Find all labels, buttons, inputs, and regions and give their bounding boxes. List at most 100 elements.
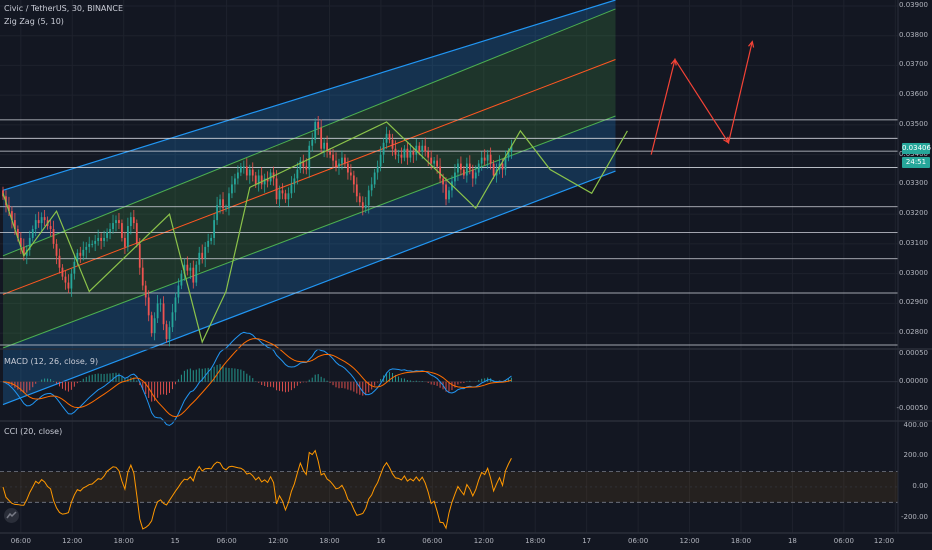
time-tick-label: 18:00 [730, 537, 752, 545]
candle-body [355, 184, 358, 197]
candle-body [436, 160, 438, 167]
candle-body [132, 217, 135, 224]
candle-body [278, 190, 281, 200]
candle-body [254, 175, 257, 185]
time-tick-label: 18:00 [319, 537, 340, 545]
candle-body [55, 243, 58, 256]
candle-body [504, 157, 507, 170]
time-tick-label: 06:00 [10, 537, 31, 545]
candle-body [162, 303, 165, 325]
symbol-title[interactable]: Civic / TetherUS, 30, BINANCE [4, 4, 124, 13]
candle-body [284, 193, 287, 200]
candle-body [367, 190, 370, 206]
last-price-badge: 0.03406 [902, 143, 931, 154]
candle-body [97, 237, 100, 241]
time-tick-label: 16 [376, 537, 386, 545]
candle-body [266, 178, 269, 182]
candle-body [382, 142, 385, 155]
candle-body [222, 199, 224, 209]
macd-indicator-label[interactable]: MACD (12, 26, close, 9) [4, 357, 99, 366]
candle-body [109, 229, 111, 232]
channel-inner-band [3, 8, 616, 349]
candle-body [34, 220, 37, 230]
candle-body [204, 246, 207, 259]
cci-tick-label: 0.00 [912, 481, 928, 490]
candle-body [207, 240, 210, 247]
candle-body [326, 142, 328, 152]
candle-body [245, 166, 248, 176]
candle-body [471, 169, 474, 179]
candle-body [237, 172, 239, 179]
candle-body [100, 237, 103, 241]
candle-body [311, 139, 314, 146]
candle-body [156, 303, 159, 319]
candle-body [305, 166, 308, 170]
candle-body [31, 229, 34, 238]
candle-body [124, 237, 126, 247]
candle-body [144, 285, 147, 298]
zigzag-indicator-label[interactable]: Zig Zag (5, 10) [4, 17, 64, 26]
tradingview-logo-icon[interactable] [4, 508, 19, 523]
time-tick-label: 15 [170, 537, 180, 545]
candle-body [442, 178, 444, 185]
candle-body [121, 223, 123, 238]
candle-body [82, 249, 85, 256]
candle-body [373, 172, 376, 185]
candle-body [43, 217, 46, 221]
candle-body [275, 178, 278, 200]
candle-body [174, 297, 177, 313]
price-tick-label: 0.03600 [899, 90, 928, 99]
macd-tick-label: 0.00050 [899, 349, 928, 358]
candle-body [302, 160, 305, 167]
cci-indicator-label[interactable]: CCI (20, close) [4, 427, 63, 436]
candle-body [352, 175, 355, 185]
candle-body [308, 145, 311, 170]
candle-body [418, 145, 421, 152]
candle-body [8, 205, 10, 212]
candle-body [192, 267, 195, 283]
candle-body [474, 172, 477, 179]
candle-body [454, 172, 456, 182]
candle-body [400, 154, 403, 158]
candle-body [219, 199, 221, 206]
candle-body [231, 184, 233, 194]
time-tick-label: 12:00 [62, 537, 83, 545]
time-tick-label: 06:00 [216, 537, 237, 545]
candle-body [379, 154, 382, 167]
macd-panel [0, 331, 898, 426]
candle-body [293, 178, 296, 185]
candle-body [94, 240, 97, 244]
candle-body [216, 205, 218, 221]
candle-body [49, 226, 52, 230]
candle-body [445, 184, 447, 200]
candle-body [150, 315, 153, 334]
candle-body [338, 163, 340, 167]
candle-body [492, 163, 495, 176]
candle-body [320, 127, 323, 149]
forecast-path [650, 40, 755, 155]
candle-body [388, 133, 391, 140]
candle-body [335, 160, 337, 167]
candle-body [168, 327, 171, 340]
candle-body [22, 246, 25, 256]
candle-body [468, 163, 471, 170]
candle-body [195, 264, 198, 283]
candle-body [159, 303, 162, 305]
price-tick-label: 0.02800 [899, 328, 928, 337]
candle-body [76, 252, 79, 262]
chart-grid [0, 0, 898, 533]
candle-body [106, 232, 108, 238]
candle-body [126, 226, 129, 247]
candle-body [25, 249, 28, 256]
candle-body [141, 267, 144, 286]
candle-body [115, 220, 117, 224]
time-tick-label: 17 [582, 537, 592, 545]
candle-body [349, 172, 352, 176]
candle-body [228, 193, 230, 209]
price-tick-label: 0.03800 [899, 30, 928, 39]
candle-body [248, 169, 251, 176]
candle-body [329, 151, 331, 155]
price-tick-label: 0.03200 [899, 209, 928, 218]
candle-body [403, 148, 406, 158]
